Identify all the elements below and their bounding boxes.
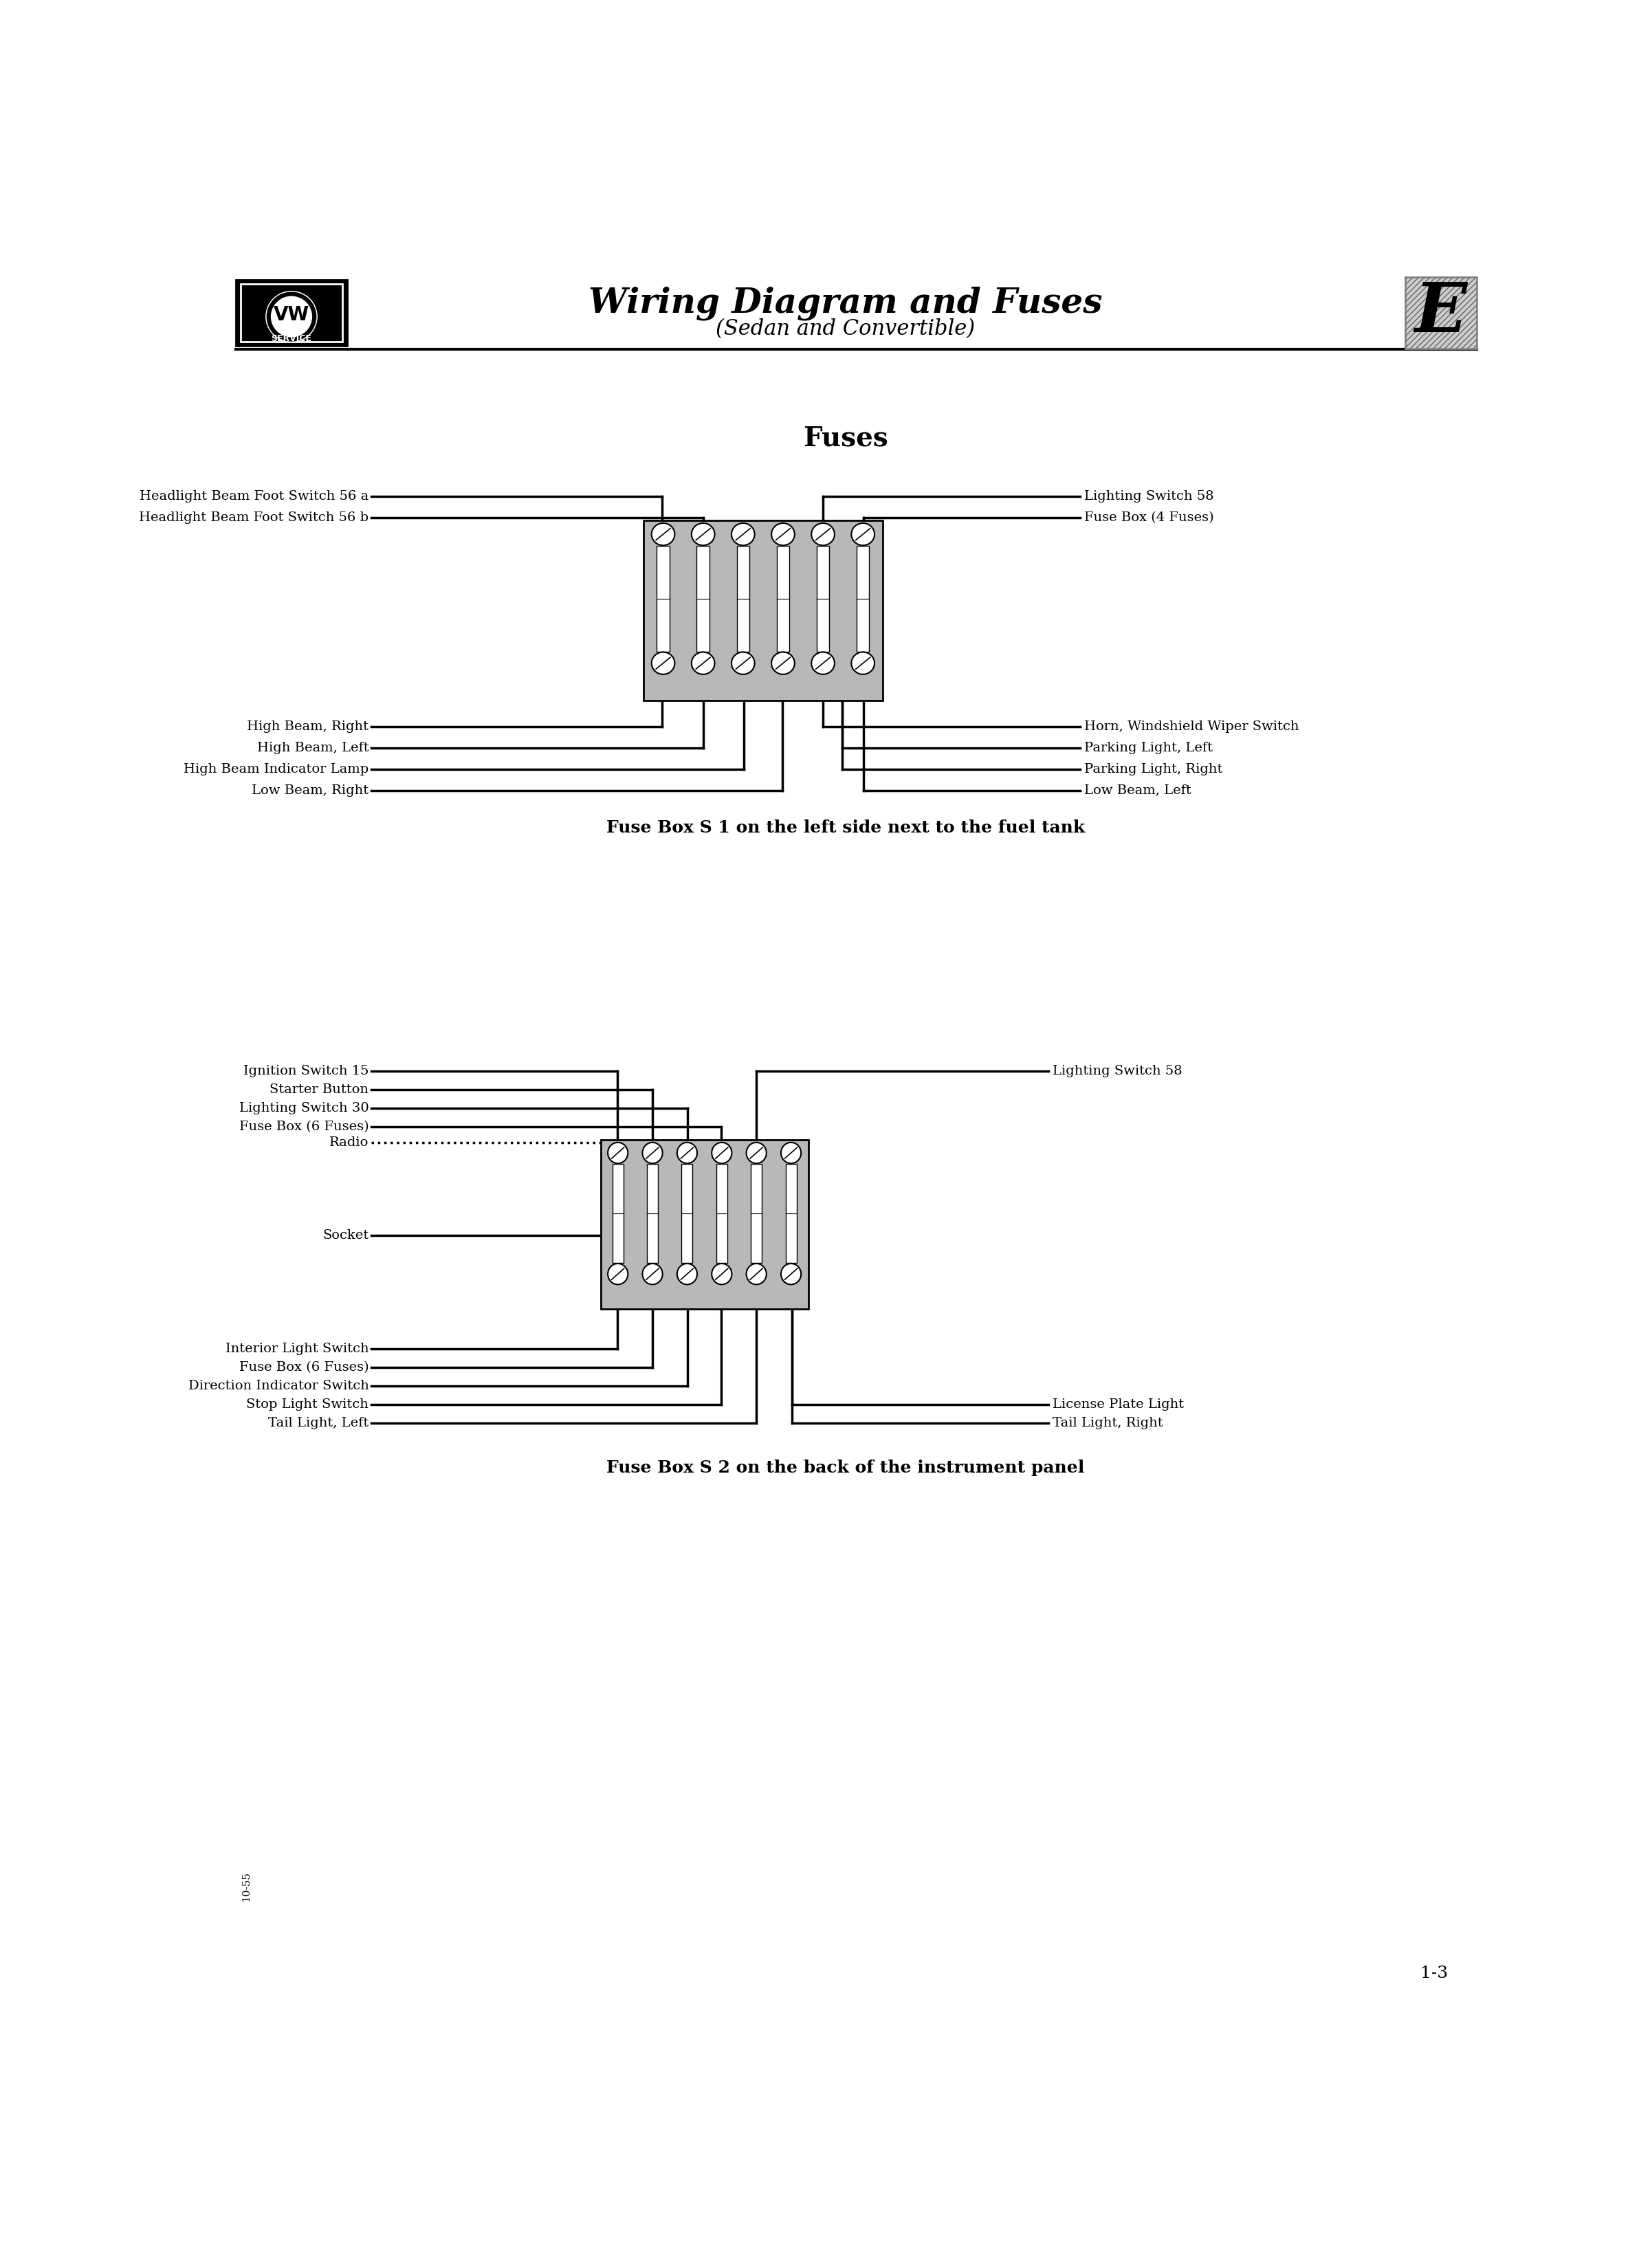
Bar bbox=[1406, 277, 1477, 349]
Text: Low Beam, Right: Low Beam, Right bbox=[252, 785, 368, 796]
Bar bbox=[716, 1163, 728, 1263]
Bar bbox=[601, 1141, 808, 1309]
Bar bbox=[681, 1163, 693, 1263]
Bar bbox=[612, 1163, 624, 1263]
Ellipse shape bbox=[607, 1263, 629, 1284]
Ellipse shape bbox=[642, 1263, 663, 1284]
Text: License Plate Light: License Plate Light bbox=[1053, 1399, 1183, 1411]
Ellipse shape bbox=[772, 653, 795, 674]
Text: Headlight Beam Foot Switch 56 a: Headlight Beam Foot Switch 56 a bbox=[140, 490, 368, 503]
Circle shape bbox=[267, 293, 317, 340]
Bar bbox=[1406, 277, 1477, 349]
Text: Tail Light, Right: Tail Light, Right bbox=[1053, 1418, 1163, 1429]
Text: Ignition Switch 15: Ignition Switch 15 bbox=[243, 1064, 368, 1077]
Ellipse shape bbox=[772, 524, 795, 544]
Ellipse shape bbox=[780, 1263, 800, 1284]
Text: Parking Light, Left: Parking Light, Left bbox=[1084, 742, 1213, 755]
Text: Fuse Box S 2 on the back of the instrument panel: Fuse Box S 2 on the back of the instrume… bbox=[607, 1461, 1084, 1476]
Text: E: E bbox=[1414, 279, 1467, 347]
Text: (Sedan and Convertible): (Sedan and Convertible) bbox=[716, 318, 975, 340]
Circle shape bbox=[266, 290, 317, 342]
Text: High Beam, Right: High Beam, Right bbox=[248, 721, 368, 733]
Bar bbox=[777, 547, 789, 651]
Text: Horn, Windshield Wiper Switch: Horn, Windshield Wiper Switch bbox=[1084, 721, 1299, 733]
Text: Fuse Box (6 Fuses): Fuse Box (6 Fuses) bbox=[239, 1361, 368, 1374]
Ellipse shape bbox=[851, 524, 875, 544]
Ellipse shape bbox=[731, 653, 754, 674]
Ellipse shape bbox=[780, 1143, 800, 1163]
Ellipse shape bbox=[746, 1263, 766, 1284]
Bar bbox=[817, 547, 830, 651]
Ellipse shape bbox=[812, 524, 835, 544]
Text: 1-3: 1-3 bbox=[1421, 1966, 1447, 1982]
Ellipse shape bbox=[711, 1143, 733, 1163]
Bar bbox=[644, 519, 883, 701]
Ellipse shape bbox=[676, 1143, 698, 1163]
Text: Starter Button: Starter Button bbox=[269, 1084, 368, 1095]
Text: SERVICE: SERVICE bbox=[271, 333, 312, 342]
Text: Headlight Beam Foot Switch 56 b: Headlight Beam Foot Switch 56 b bbox=[139, 513, 368, 524]
Text: Lighting Switch 58: Lighting Switch 58 bbox=[1084, 490, 1214, 503]
Ellipse shape bbox=[711, 1263, 733, 1284]
Bar bbox=[785, 1163, 797, 1263]
Ellipse shape bbox=[812, 653, 835, 674]
Ellipse shape bbox=[851, 653, 875, 674]
Text: Fuse Box S 1 on the left side next to the fuel tank: Fuse Box S 1 on the left side next to th… bbox=[606, 819, 1086, 835]
Text: VW: VW bbox=[274, 306, 310, 324]
Bar bbox=[647, 1163, 658, 1263]
Ellipse shape bbox=[691, 524, 714, 544]
Bar bbox=[236, 279, 348, 345]
Text: Low Beam, Left: Low Beam, Left bbox=[1084, 785, 1191, 796]
Text: High Beam, Left: High Beam, Left bbox=[257, 742, 368, 755]
Text: Fuse Box (6 Fuses): Fuse Box (6 Fuses) bbox=[239, 1120, 368, 1132]
Bar bbox=[241, 284, 342, 342]
Text: Wiring Diagram and Fuses: Wiring Diagram and Fuses bbox=[589, 286, 1102, 320]
Text: Fuses: Fuses bbox=[804, 426, 888, 451]
Ellipse shape bbox=[642, 1143, 663, 1163]
Ellipse shape bbox=[731, 524, 754, 544]
Text: Interior Light Switch: Interior Light Switch bbox=[226, 1343, 368, 1354]
Text: Parking Light, Right: Parking Light, Right bbox=[1084, 762, 1223, 776]
Ellipse shape bbox=[691, 653, 714, 674]
Ellipse shape bbox=[652, 524, 675, 544]
Text: Lighting Switch 58: Lighting Switch 58 bbox=[1053, 1064, 1181, 1077]
Text: Tail Light, Left: Tail Light, Left bbox=[269, 1418, 368, 1429]
Text: High Beam Indicator Lamp: High Beam Indicator Lamp bbox=[183, 762, 368, 776]
Text: Socket: Socket bbox=[322, 1229, 368, 1241]
Circle shape bbox=[271, 297, 312, 336]
Bar bbox=[736, 547, 749, 651]
Text: Fuse Box (4 Fuses): Fuse Box (4 Fuses) bbox=[1084, 513, 1214, 524]
Bar bbox=[751, 1163, 762, 1263]
Bar bbox=[657, 547, 670, 651]
Bar bbox=[856, 547, 870, 651]
Text: Lighting Switch 30: Lighting Switch 30 bbox=[239, 1102, 368, 1114]
Ellipse shape bbox=[746, 1143, 766, 1163]
Ellipse shape bbox=[652, 653, 675, 674]
Text: 10-55: 10-55 bbox=[241, 1871, 251, 1901]
Text: Radio: Radio bbox=[330, 1136, 368, 1148]
Text: Direction Indicator Switch: Direction Indicator Switch bbox=[188, 1379, 368, 1393]
Text: Stop Light Switch: Stop Light Switch bbox=[246, 1399, 368, 1411]
Bar bbox=[696, 547, 710, 651]
Ellipse shape bbox=[676, 1263, 698, 1284]
Ellipse shape bbox=[607, 1143, 629, 1163]
